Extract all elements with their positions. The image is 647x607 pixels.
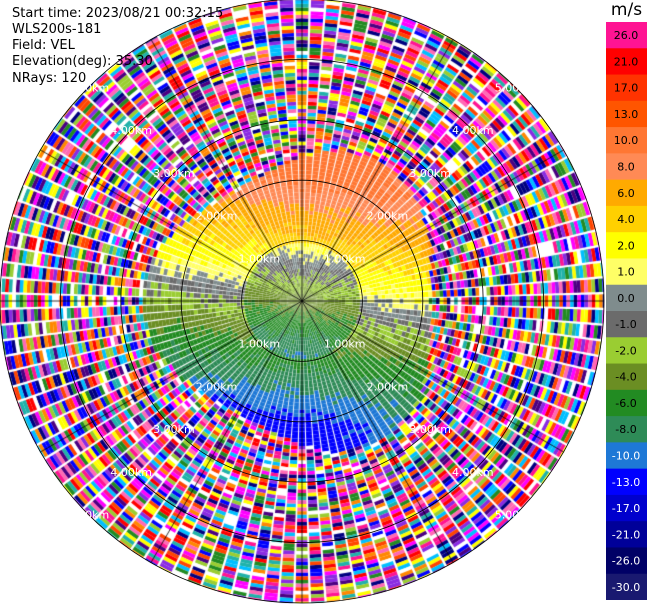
range-ring-label: 3.00km [409,167,451,180]
colorbar-swatch [606,547,647,575]
range-ring-label: 3.00km [153,423,195,436]
elevation-text: Elevation(deg): 35.30 [12,54,153,69]
colorbar-tick-label: 1.0 [617,266,635,279]
range-ring-5km [0,0,605,604]
radar-ppi-canvas [0,0,606,607]
colorbar: 26.0 21.0 17.0 13.0 10.0 8.0 6.0 4.0 2.0 1.0 0.0 -1… [606,22,647,600]
colorbar-swatch [606,258,647,286]
colorbar-tick-label: -30.0 [612,581,640,594]
colorbar-tick-label: 6.0 [617,187,635,200]
colorbar-tick-label: -10.0 [612,450,640,463]
colorbar-tick-label: -21.0 [612,528,640,541]
colorbar-swatch [606,389,647,417]
colorbar-swatch [606,416,647,443]
colorbar-swatch [606,363,647,391]
colorbar-swatch [606,573,647,600]
range-rings-overlay: 1.00km 1.00km 1.00km 1.00km 2.00km 2.00km 2.00… [0,0,605,604]
colorbar-swatch [606,468,647,496]
colorbar-swatch [606,48,647,76]
colorbar-swatch [606,442,647,470]
range-ring-label: 2.00km [196,380,238,393]
colorbar-unit-label: m/s [610,0,643,20]
colorbar-tick-label: 26.0 [614,29,639,42]
range-ring-label: 1.00km [324,338,366,351]
field-text: Field: VEL [12,38,75,53]
colorbar-swatch [606,232,647,259]
colorbar-tick-label: -13.0 [612,476,640,489]
range-ring-label: 1.00km [239,252,281,265]
range-ring-1km [241,240,363,362]
start-time-text: Start time: 2023/08/21 00:32:15 [12,6,224,21]
colorbar-swatch [606,284,647,312]
colorbar-swatch [606,127,647,154]
range-ring-label: 5.00km [495,81,537,94]
range-ring-label: 2.00km [367,380,409,393]
range-ring-label: 5.00km [495,509,537,522]
colorbar-tick-label: -6.0 [615,397,636,410]
colorbar-tick-label: 2.0 [617,239,635,252]
range-ring-label: 3.00km [153,167,195,180]
colorbar-tick-label: 0.0 [617,292,635,305]
colorbar-swatch [606,311,647,338]
range-ring-label: 1.00km [239,338,281,351]
range-ring-label: 5.00km [68,509,110,522]
colorbar-swatch [606,494,647,522]
colorbar-tick-label: 13.0 [614,108,639,121]
colorbar-swatch [606,100,647,128]
colorbar-swatch [606,74,647,102]
range-ring-label: 4.00km [110,466,152,479]
range-ring-label: 2.00km [196,210,238,223]
colorbar-tick-label: 10.0 [614,134,639,147]
colorbar-swatch [606,179,647,207]
colorbar-tick-label: -2.0 [615,344,636,357]
range-ring-label: 4.00km [452,124,494,137]
range-ring-label: 2.00km [367,210,409,223]
colorbar-swatch [606,205,647,233]
colorbar-tick-label: 21.0 [614,55,639,68]
range-ring-2km [180,179,424,423]
colorbar-tick-label: 17.0 [614,82,639,95]
colorbar-swatch [606,337,647,365]
colorbar-tick-label: 8.0 [617,161,635,174]
colorbar-tick-label: -8.0 [615,423,636,436]
range-ring-label: 4.00km [452,466,494,479]
range-ring-label: 1.00km [324,252,366,265]
colorbar-swatch [606,22,647,49]
colorbar-swatch [606,153,647,181]
colorbar-tick-label: -4.0 [615,371,636,384]
range-ring-label: 5.00km [68,81,110,94]
range-ring-label: 3.00km [409,423,451,436]
site-name-text: WLS200s-181 [12,22,102,37]
colorbar-swatch [606,521,647,548]
colorbar-tick-label: -26.0 [612,555,640,568]
range-ring-label: 4.00km [110,124,152,137]
colorbar-tick-label: -17.0 [612,502,640,515]
colorbar-tick-label: -1.0 [615,318,636,331]
nrays-text: NRays: 120 [12,71,87,86]
range-ring-3km [120,119,484,483]
colorbar-tick-label: 4.0 [617,213,635,226]
range-ring-4km [59,58,545,544]
